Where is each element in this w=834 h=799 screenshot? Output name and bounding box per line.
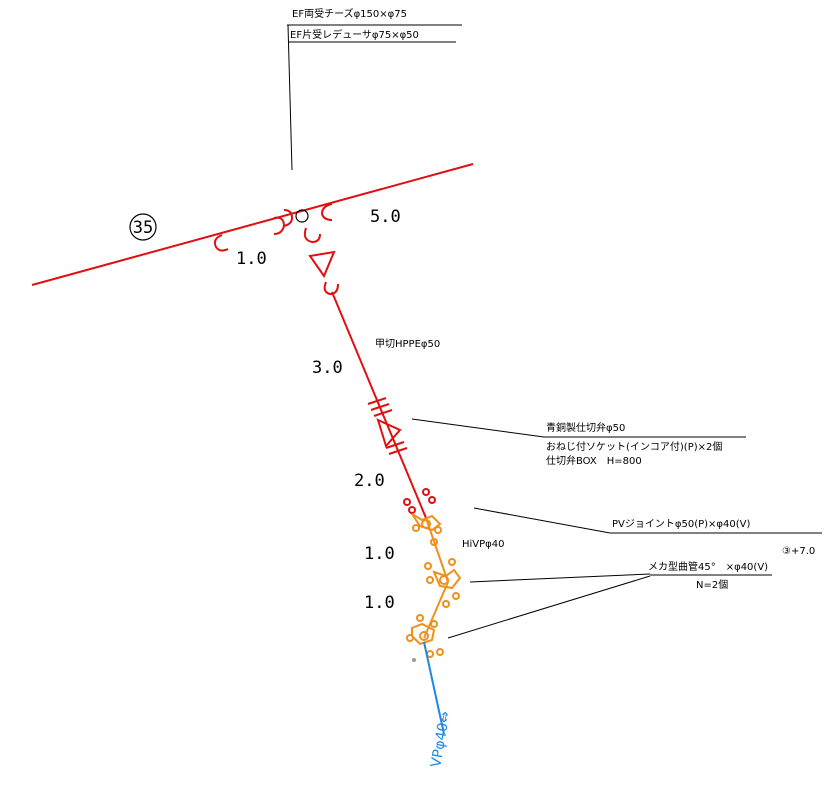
hppe-pipe [331,291,427,519]
pv-joint-callout: PVジョイントφ50(P)×φ40(V) [473,507,822,534]
end-mark [412,658,416,662]
socket-label: おねじ付ソケット(インコア付)(P)×2個 [546,440,722,453]
dimension-branch-3: 1.0 [364,544,395,564]
meka-bend-label: メカ型曲管45° ×φ40(V) [648,560,768,573]
callout-leader [473,507,611,534]
dimension-branch-4: 1.0 [364,593,395,613]
pv-joint-label: PVジョイントφ50(P)×φ40(V) [612,519,750,530]
branch-socket [323,281,339,296]
mechanical-joints [406,513,462,658]
ef-socket [213,234,229,252]
vp-pipe [423,641,445,735]
hppe-pipe-label: 甲切HPPEφ50 [375,338,440,350]
hivp-label: HiVPφ40 [462,539,505,550]
callout-leader [469,573,651,583]
ef-socket [283,209,294,227]
tee-node [295,209,309,223]
ef-fitting-callout: EF両受チーズφ150×φ75 EF片受レデューサφ75×φ50 [287,7,462,171]
valve-box-label: 仕切弁BOX H=800 [546,454,642,467]
node-number-circle [129,213,157,241]
ef-socket [273,216,286,235]
dimension-branch-2: 2.0 [354,471,385,491]
dimension-main-left: 1.0 [236,249,267,269]
branch-socket [303,227,321,244]
dimension-main-right: 5.0 [370,207,401,227]
reducer-symbol [308,250,336,279]
mechanical-joint [411,513,442,532]
ef-sockets [213,203,333,252]
pv-joint-bolts [403,488,436,514]
valve-label: 青銅製仕切弁φ50 [546,421,625,434]
bend-note: ③+7.0 [782,546,815,557]
gate-valve [367,397,408,455]
branch-fittings [303,227,339,296]
vp-pipe-label: VPφ40⇔ [428,710,454,769]
ef-tee-label: EF両受チーズφ150×φ75 [292,7,407,20]
ef-reducer-label: EF片受レデューサφ75×φ50 [290,28,419,41]
callout-leader [411,418,545,438]
meka-bend-callout: メカ型曲管45° ×φ40(V) N=2個 [447,560,772,639]
mechanical-joint [411,622,436,646]
node-number: 35 [133,218,153,238]
meka-count-label: N=2個 [696,578,728,591]
valve-callout: 青銅製仕切弁φ50 おねじ付ソケット(インコア付)(P)×2個 仕切弁BOX H… [411,418,746,467]
ef-socket [320,203,333,221]
callout-leader [287,24,293,171]
main-pipe [31,163,474,286]
dimension-branch-1: 3.0 [312,358,343,378]
callout-leader [447,575,651,639]
